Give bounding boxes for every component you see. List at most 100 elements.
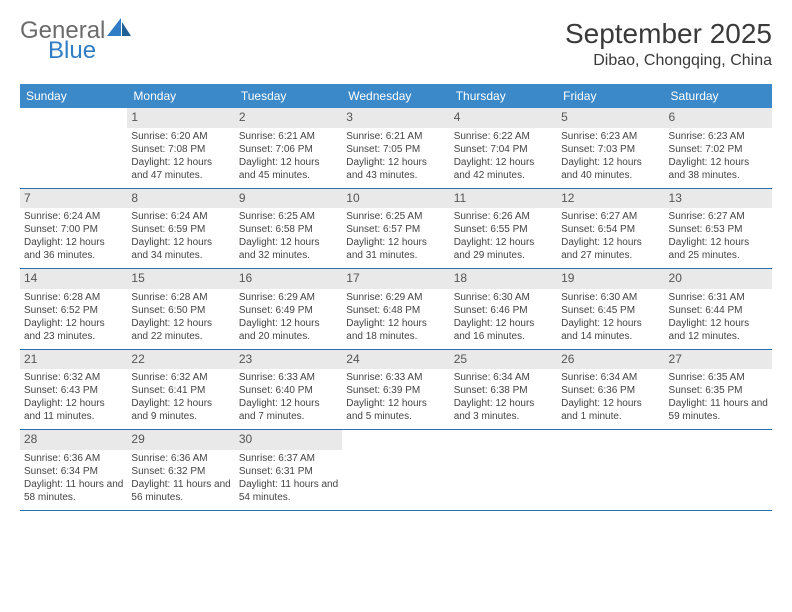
sunset-text: Sunset: 7:03 PM <box>561 143 660 156</box>
day-number: 16 <box>235 269 342 289</box>
sunrise-text: Sunrise: 6:27 AM <box>669 210 768 223</box>
sunrise-text: Sunrise: 6:30 AM <box>454 291 553 304</box>
sunrise-text: Sunrise: 6:36 AM <box>24 452 123 465</box>
sunset-text: Sunset: 6:50 PM <box>131 304 230 317</box>
daylight-text: Daylight: 12 hours and 23 minutes. <box>24 317 123 343</box>
day-cell: 12Sunrise: 6:27 AMSunset: 6:54 PMDayligh… <box>557 188 664 269</box>
sunset-text: Sunset: 6:36 PM <box>561 384 660 397</box>
day-number: 5 <box>557 108 664 128</box>
sunset-text: Sunset: 6:34 PM <box>24 465 123 478</box>
sunrise-text: Sunrise: 6:35 AM <box>669 371 768 384</box>
day-cell: 14Sunrise: 6:28 AMSunset: 6:52 PMDayligh… <box>20 269 127 350</box>
day-cell: 11Sunrise: 6:26 AMSunset: 6:55 PMDayligh… <box>450 188 557 269</box>
sunrise-text: Sunrise: 6:25 AM <box>346 210 445 223</box>
day-number: 22 <box>127 350 234 370</box>
day-cell: 6Sunrise: 6:23 AMSunset: 7:02 PMDaylight… <box>665 108 772 188</box>
title-block: September 2025 Dibao, Chongqing, China <box>565 18 772 70</box>
weekday-header: Saturday <box>665 84 772 108</box>
sunrise-text: Sunrise: 6:21 AM <box>239 130 338 143</box>
daylight-text: Daylight: 12 hours and 16 minutes. <box>454 317 553 343</box>
weekday-header: Thursday <box>450 84 557 108</box>
sunrise-text: Sunrise: 6:25 AM <box>239 210 338 223</box>
day-number: 26 <box>557 350 664 370</box>
daylight-text: Daylight: 12 hours and 5 minutes. <box>346 397 445 423</box>
day-cell: 23Sunrise: 6:33 AMSunset: 6:40 PMDayligh… <box>235 349 342 430</box>
location-text: Dibao, Chongqing, China <box>565 52 772 70</box>
day-number: 23 <box>235 350 342 370</box>
daylight-text: Daylight: 12 hours and 36 minutes. <box>24 236 123 262</box>
sunrise-text: Sunrise: 6:20 AM <box>131 130 230 143</box>
daylight-text: Daylight: 12 hours and 43 minutes. <box>346 156 445 182</box>
day-number: 21 <box>20 350 127 370</box>
sunset-text: Sunset: 6:57 PM <box>346 223 445 236</box>
sunrise-text: Sunrise: 6:36 AM <box>131 452 230 465</box>
daylight-text: Daylight: 12 hours and 1 minute. <box>561 397 660 423</box>
daylight-text: Daylight: 12 hours and 32 minutes. <box>239 236 338 262</box>
day-cell: 7Sunrise: 6:24 AMSunset: 7:00 PMDaylight… <box>20 188 127 269</box>
logo: General Blue <box>20 18 133 63</box>
daylight-text: Daylight: 12 hours and 3 minutes. <box>454 397 553 423</box>
day-number: 18 <box>450 269 557 289</box>
day-number: 17 <box>342 269 449 289</box>
sunrise-text: Sunrise: 6:24 AM <box>131 210 230 223</box>
day-cell: 20Sunrise: 6:31 AMSunset: 6:44 PMDayligh… <box>665 269 772 350</box>
daylight-text: Daylight: 12 hours and 42 minutes. <box>454 156 553 182</box>
daylight-text: Daylight: 12 hours and 22 minutes. <box>131 317 230 343</box>
day-cell: 28Sunrise: 6:36 AMSunset: 6:34 PMDayligh… <box>20 430 127 511</box>
day-cell: 24Sunrise: 6:33 AMSunset: 6:39 PMDayligh… <box>342 349 449 430</box>
sunset-text: Sunset: 6:43 PM <box>24 384 123 397</box>
daylight-text: Daylight: 11 hours and 59 minutes. <box>669 397 768 423</box>
sunrise-text: Sunrise: 6:31 AM <box>669 291 768 304</box>
sunset-text: Sunset: 7:06 PM <box>239 143 338 156</box>
day-number: 11 <box>450 189 557 209</box>
sunrise-text: Sunrise: 6:34 AM <box>454 371 553 384</box>
weekday-header: Wednesday <box>342 84 449 108</box>
weekday-header: Sunday <box>20 84 127 108</box>
sunset-text: Sunset: 7:05 PM <box>346 143 445 156</box>
sunset-text: Sunset: 6:59 PM <box>131 223 230 236</box>
day-number: 3 <box>342 108 449 128</box>
weekday-header: Monday <box>127 84 234 108</box>
day-number: 2 <box>235 108 342 128</box>
day-number: 27 <box>665 350 772 370</box>
day-number: 30 <box>235 430 342 450</box>
day-cell: 5Sunrise: 6:23 AMSunset: 7:03 PMDaylight… <box>557 108 664 188</box>
month-title: September 2025 <box>565 18 772 50</box>
weekday-header-row: Sunday Monday Tuesday Wednesday Thursday… <box>20 84 772 108</box>
daylight-text: Daylight: 11 hours and 58 minutes. <box>24 478 123 504</box>
day-cell: 15Sunrise: 6:28 AMSunset: 6:50 PMDayligh… <box>127 269 234 350</box>
day-cell <box>450 430 557 511</box>
day-cell: 16Sunrise: 6:29 AMSunset: 6:49 PMDayligh… <box>235 269 342 350</box>
day-number: 4 <box>450 108 557 128</box>
daylight-text: Daylight: 12 hours and 18 minutes. <box>346 317 445 343</box>
day-cell <box>20 108 127 188</box>
sunrise-text: Sunrise: 6:33 AM <box>346 371 445 384</box>
day-cell: 26Sunrise: 6:34 AMSunset: 6:36 PMDayligh… <box>557 349 664 430</box>
daylight-text: Daylight: 12 hours and 40 minutes. <box>561 156 660 182</box>
day-number: 12 <box>557 189 664 209</box>
sunrise-text: Sunrise: 6:34 AM <box>561 371 660 384</box>
day-cell: 30Sunrise: 6:37 AMSunset: 6:31 PMDayligh… <box>235 430 342 511</box>
day-cell: 18 Sunrise: 6:30 AMSunset: 6:46 PMDayligh… <box>450 269 557 350</box>
sunset-text: Sunset: 7:00 PM <box>24 223 123 236</box>
weekday-header: Tuesday <box>235 84 342 108</box>
sunset-text: Sunset: 6:46 PM <box>454 304 553 317</box>
sunset-text: Sunset: 6:48 PM <box>346 304 445 317</box>
day-number: 1 <box>127 108 234 128</box>
day-cell: 2Sunrise: 6:21 AMSunset: 7:06 PMDaylight… <box>235 108 342 188</box>
week-row: 7Sunrise: 6:24 AMSunset: 7:00 PMDaylight… <box>20 188 772 269</box>
daylight-text: Daylight: 12 hours and 7 minutes. <box>239 397 338 423</box>
day-number: 10 <box>342 189 449 209</box>
day-cell: 19Sunrise: 6:30 AMSunset: 6:45 PMDayligh… <box>557 269 664 350</box>
sunset-text: Sunset: 7:02 PM <box>669 143 768 156</box>
day-number: 7 <box>20 189 127 209</box>
day-cell: 9Sunrise: 6:25 AMSunset: 6:58 PMDaylight… <box>235 188 342 269</box>
daylight-text: Daylight: 11 hours and 54 minutes. <box>239 478 338 504</box>
day-number: 13 <box>665 189 772 209</box>
week-row: 21Sunrise: 6:32 AMSunset: 6:43 PMDayligh… <box>20 349 772 430</box>
day-number: 15 <box>127 269 234 289</box>
sunset-text: Sunset: 6:49 PM <box>239 304 338 317</box>
sunrise-text: Sunrise: 6:28 AM <box>24 291 123 304</box>
day-cell: 25Sunrise: 6:34 AMSunset: 6:38 PMDayligh… <box>450 349 557 430</box>
day-cell: 3Sunrise: 6:21 AMSunset: 7:05 PMDaylight… <box>342 108 449 188</box>
